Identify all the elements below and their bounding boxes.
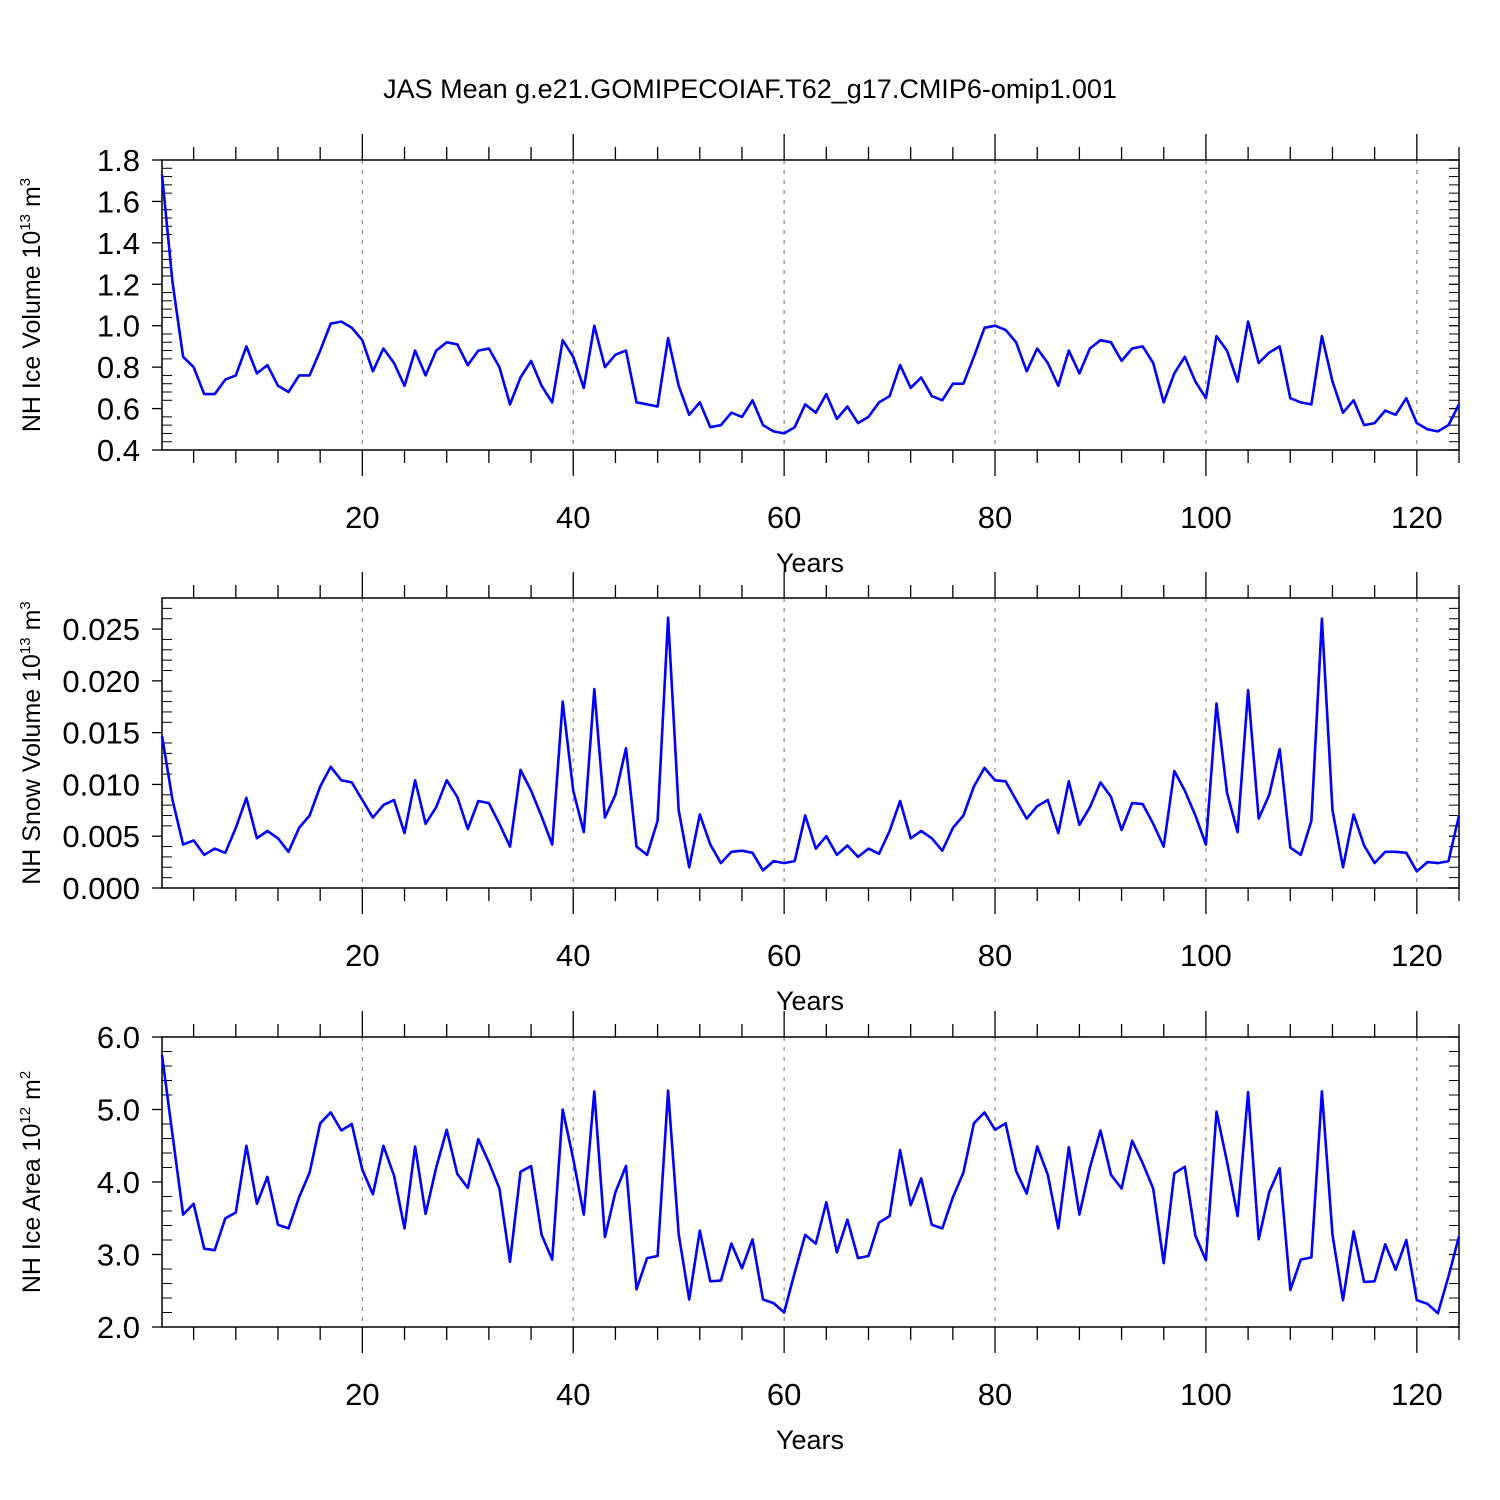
y-tick-label: 1.2 <box>97 267 140 302</box>
y-tick-label: 0.8 <box>97 350 140 385</box>
y-axis-label-sup1: 13 <box>17 637 34 654</box>
x-tick-label: 40 <box>556 1377 590 1412</box>
y-axis-label: NH Ice Volume 1013 m3 <box>17 178 46 432</box>
x-tick-label: 20 <box>345 500 379 535</box>
y-tick-label: 2.0 <box>97 1310 140 1345</box>
data-series-line <box>160 616 1461 873</box>
x-tick-label: 40 <box>556 938 590 973</box>
x-tick-label: 120 <box>1391 938 1443 973</box>
plot-frame <box>161 1036 1460 1328</box>
y-axis-label-prefix: NH Ice Volume 10 <box>18 231 46 433</box>
x-tick-label: 80 <box>978 938 1012 973</box>
y-axis-label: NH Ice Area 1012 m2 <box>17 1071 46 1293</box>
x-tick-label: 80 <box>978 1377 1012 1412</box>
y-tick-label: 0.000 <box>62 871 140 906</box>
y-tick-label: 0.010 <box>62 767 140 802</box>
x-tick-label: 80 <box>978 500 1012 535</box>
data-series-line <box>160 174 1461 435</box>
y-axis-label-sup2: 3 <box>17 601 34 609</box>
y-tick-label: 0.020 <box>62 664 140 699</box>
x-tick-label: 20 <box>345 938 379 973</box>
x-tick-label: 100 <box>1180 938 1232 973</box>
y-axis-label-sup1: 13 <box>17 214 34 231</box>
x-tick-label: 60 <box>767 938 801 973</box>
x-axis-label: Years <box>776 548 844 578</box>
x-tick-label: 100 <box>1180 500 1232 535</box>
data-series-line <box>160 1054 1461 1315</box>
y-axis-label-sup2: 3 <box>17 178 34 186</box>
y-tick-label: 5.0 <box>97 1093 140 1128</box>
plot-frame <box>161 159 1460 451</box>
chart-title: JAS Mean g.e21.GOMIPECOIAF.T62_g17.CMIP6… <box>383 74 1117 104</box>
y-axis-label: NH Snow Volume 1013 m3 <box>17 601 46 885</box>
y-tick-label: 0.4 <box>97 433 140 468</box>
y-tick-label: 0.025 <box>62 612 140 647</box>
x-tick-label: 120 <box>1391 1377 1443 1412</box>
y-tick-label: 4.0 <box>97 1165 140 1200</box>
y-axis-label-mid: m <box>18 186 46 214</box>
y-tick-label: 0.6 <box>97 392 140 427</box>
panel-3: 20 40 60 80 100 120 2.0 3.0 4.0 5.0 6.0 Years NH Ice… <box>17 1011 1461 1455</box>
y-axis-label-prefix: NH Snow Volume 10 <box>18 654 46 885</box>
y-tick-label: 6.0 <box>97 1020 140 1055</box>
panel-1: 20 40 60 80 100 120 0.4 0.6 0.8 1.0 1.2 1.4 1.6 1.8 Ye… <box>17 134 1461 578</box>
y-axis-label-sup2: 2 <box>17 1071 34 1079</box>
x-axis-label: Years <box>776 1425 844 1455</box>
y-axis-label-prefix: NH Ice Area 10 <box>18 1124 46 1294</box>
y-tick-label: 1.6 <box>97 184 140 219</box>
x-tick-label: 40 <box>556 500 590 535</box>
y-tick-label: 1.4 <box>97 226 140 261</box>
x-axis-label: Years <box>776 986 844 1016</box>
plot-frame <box>161 597 1460 889</box>
x-tick-label: 60 <box>767 500 801 535</box>
y-tick-label: 0.005 <box>62 819 140 854</box>
x-tick-label: 60 <box>767 1377 801 1412</box>
y-tick-label: 1.8 <box>97 143 140 178</box>
y-axis-label-sup1: 12 <box>17 1107 34 1124</box>
y-axis-label-mid: m <box>18 610 46 638</box>
y-tick-label: 3.0 <box>97 1238 140 1273</box>
y-tick-label: 0.015 <box>62 716 140 751</box>
x-tick-label: 120 <box>1391 500 1443 535</box>
x-tick-label: 100 <box>1180 1377 1232 1412</box>
y-tick-label: 1.0 <box>97 309 140 344</box>
panel-2: 20 40 60 80 100 120 0.000 0.005 0.010 0.015 0.020 0… <box>17 572 1461 1016</box>
x-tick-label: 20 <box>345 1377 379 1412</box>
y-axis-label-mid: m <box>18 1079 46 1107</box>
